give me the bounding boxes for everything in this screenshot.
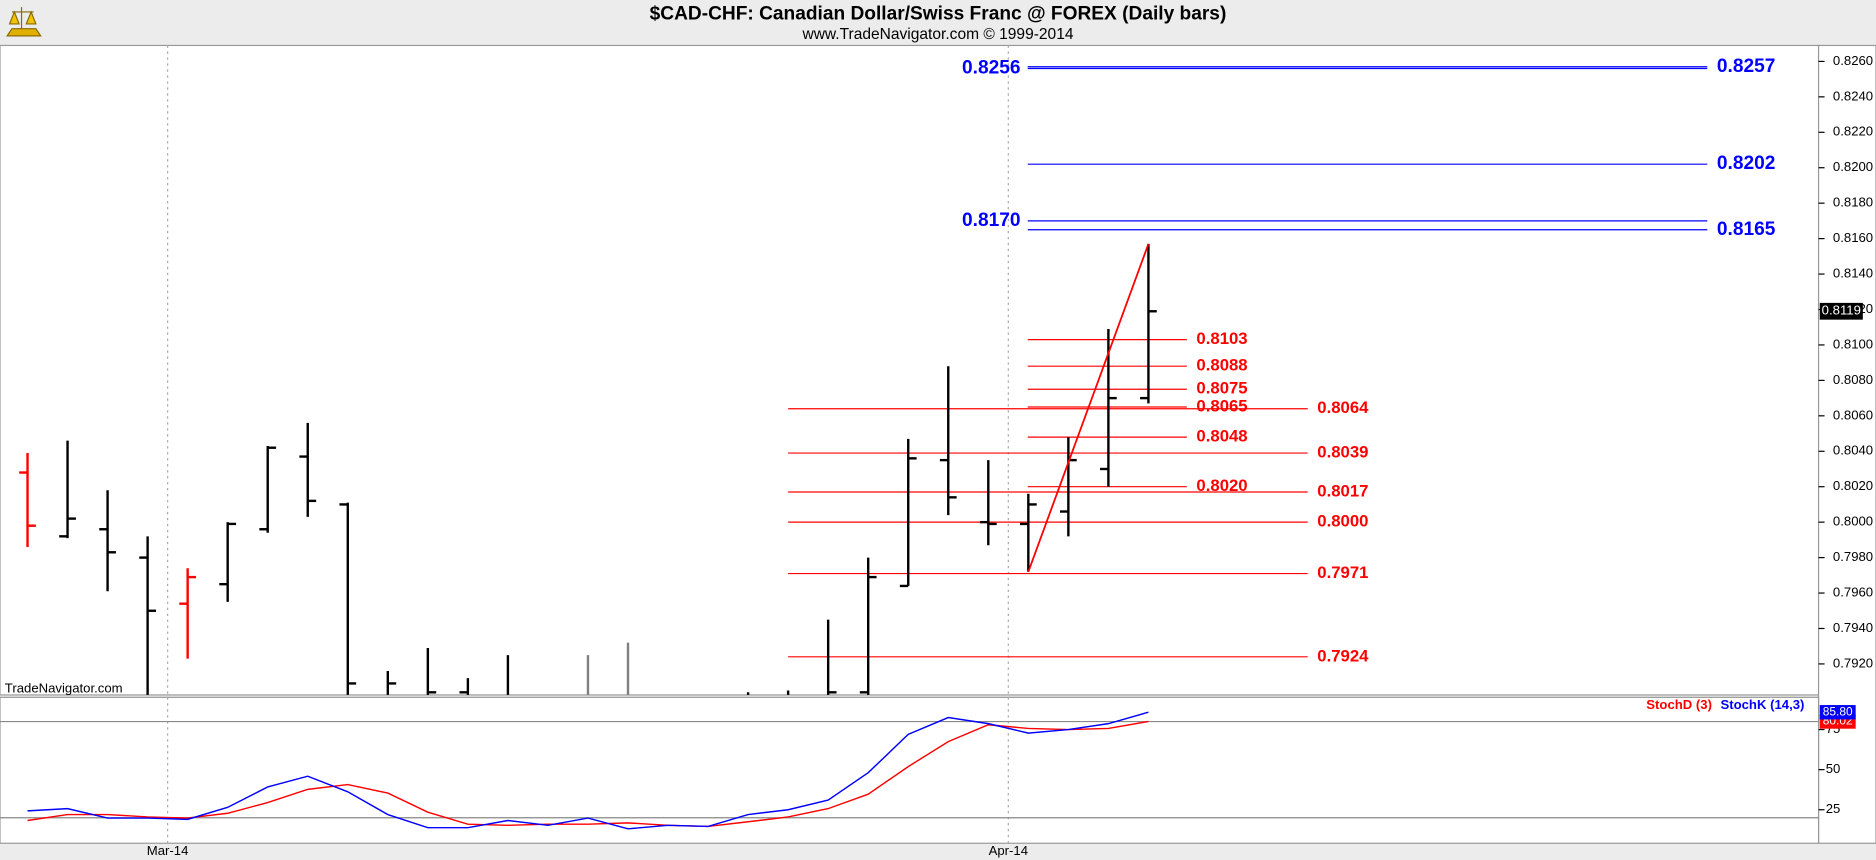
y-tick-label: 0.8020 xyxy=(1833,478,1873,493)
stoch-panel xyxy=(0,696,1820,844)
level-label: 0.8039 xyxy=(1317,442,1368,461)
y-tick-label: 0.8180 xyxy=(1833,195,1873,210)
y-tick-label: 0.8100 xyxy=(1833,336,1873,351)
stoch-y-tick-label: 50 xyxy=(1826,761,1841,776)
x-tick-label: Mar-14 xyxy=(147,843,189,858)
level-label: 0.8064 xyxy=(1317,398,1369,417)
stoch-line xyxy=(27,720,1149,828)
price-panel xyxy=(0,44,1820,696)
y-tick-label: 0.8000 xyxy=(1833,514,1873,529)
y-tick-label: 0.8040 xyxy=(1833,443,1873,458)
y-tick-label: 0.8080 xyxy=(1833,372,1873,387)
stoch-last-label: 85.80 xyxy=(1823,704,1853,718)
level-label: 0.7924 xyxy=(1317,646,1369,665)
level-label: 0.8000 xyxy=(1317,512,1368,531)
stoch-y-tick-label: 25 xyxy=(1826,801,1841,816)
bars xyxy=(19,243,1157,695)
level-label: 0.8103 xyxy=(1196,329,1247,348)
trend-line xyxy=(1027,243,1150,573)
last-price-label: 0.8119 xyxy=(1822,303,1861,318)
level-label: 0.8065 xyxy=(1196,396,1247,415)
y-tick-label: 0.8060 xyxy=(1833,407,1873,422)
level-label: 0.8017 xyxy=(1317,481,1368,500)
stoch-line xyxy=(27,711,1149,830)
level-label: 0.8257 xyxy=(1717,56,1776,77)
legend-entry: StochK (14,3) xyxy=(1720,697,1804,712)
y-tick-label: 0.7980 xyxy=(1833,549,1873,564)
y-tick-label: 0.8140 xyxy=(1833,266,1873,281)
level-label: 0.8202 xyxy=(1717,153,1776,174)
y-tick-label: 0.8220 xyxy=(1833,124,1873,139)
chart-title: $CAD-CHF: Canadian Dollar/Swiss Franc @ … xyxy=(650,3,1227,24)
last-price-box xyxy=(1819,302,1863,320)
y-tick-label: 0.8160 xyxy=(1833,230,1873,245)
level-label: 0.8165 xyxy=(1717,219,1776,240)
y-tick-label: 0.7960 xyxy=(1833,585,1873,600)
y-tick-label: 0.8200 xyxy=(1833,159,1873,174)
watermark: TradeNavigator.com xyxy=(5,680,123,695)
level-label: 0.8048 xyxy=(1196,427,1247,446)
level-label: 0.8075 xyxy=(1196,379,1247,398)
logo xyxy=(6,7,42,37)
level-label: 0.8020 xyxy=(1196,476,1247,495)
chart-subtitle: www.TradeNavigator.com © 1999-2014 xyxy=(801,26,1073,43)
y-tick-label: 0.7940 xyxy=(1833,620,1873,635)
level-label: 0.8170 xyxy=(962,210,1021,231)
level-label: 0.7971 xyxy=(1317,563,1368,582)
legend-entry: StochD (3) xyxy=(1646,697,1712,712)
stoch-lines xyxy=(27,711,1149,830)
x-tick-label: Apr-14 xyxy=(989,843,1028,858)
y-tick-label: 0.7920 xyxy=(1833,655,1873,670)
level-label: 0.8256 xyxy=(962,58,1021,79)
stoch-last-box xyxy=(1819,705,1856,720)
y-tick-label: 0.8260 xyxy=(1833,53,1873,68)
level-label: 0.8088 xyxy=(1196,356,1247,375)
y-tick-label: 0.8240 xyxy=(1833,88,1873,103)
